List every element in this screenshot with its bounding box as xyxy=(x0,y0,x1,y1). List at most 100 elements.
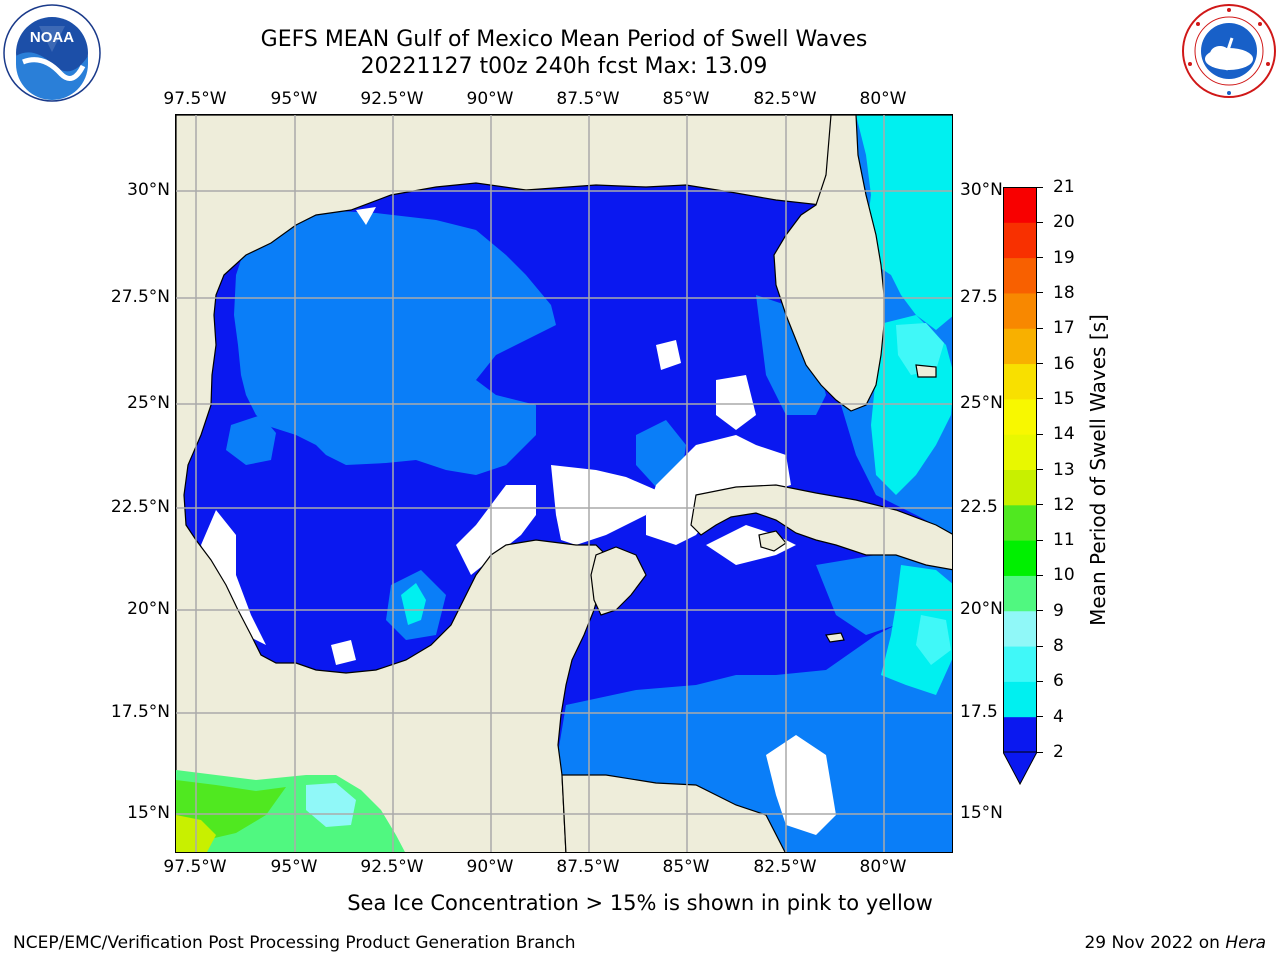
colorbar-bin xyxy=(1003,222,1037,259)
colorbar-tick: 16 xyxy=(1053,353,1075,374)
map-panel xyxy=(175,114,953,853)
colorbar-tick-mark xyxy=(1037,221,1043,223)
colorbar-label: Mean Period of Swell Waves [s] xyxy=(1086,314,1110,626)
lat-tick-left: 27.5°N xyxy=(110,287,170,307)
colorbar-tick: 6 xyxy=(1053,671,1064,692)
lon-tick-bottom: 90°W xyxy=(466,857,514,877)
land-masses xyxy=(176,115,952,852)
colorbar-tick-mark xyxy=(1037,610,1043,612)
colorbar-tick: 15 xyxy=(1053,388,1075,409)
colorbar-tick-mark xyxy=(1037,363,1043,365)
lon-tick-top: 92.5°W xyxy=(360,89,424,109)
colorbar-tick: 19 xyxy=(1053,247,1075,268)
lon-tick-bottom: 97.5°W xyxy=(163,857,227,877)
swell-period-map xyxy=(176,115,952,852)
graticule xyxy=(176,115,952,852)
colorbar-outline xyxy=(1003,187,1037,753)
colorbar-bin xyxy=(1003,292,1037,329)
lat-tick-left: 15°N xyxy=(127,803,170,823)
lon-tick-top: 90°W xyxy=(466,89,514,109)
colorbar-tick-mark xyxy=(1037,751,1043,753)
sea-ice-note: Sea Ice Concentration > 15% is shown in … xyxy=(0,891,1280,915)
lat-tick-right: 15°N xyxy=(960,803,1003,823)
colorbar-tick-mark xyxy=(1037,680,1043,682)
lon-tick-bottom: 95°W xyxy=(270,857,318,877)
colorbar-tick-mark xyxy=(1037,433,1043,435)
lon-tick-top: 97.5°W xyxy=(163,89,227,109)
host-name: Hera xyxy=(1225,933,1266,953)
colorbar-tick-mark xyxy=(1037,186,1043,188)
colorbar-tick-mark xyxy=(1037,398,1043,400)
lat-tick-right: 20°N xyxy=(960,599,1003,619)
lon-tick-bottom: 80°W xyxy=(859,857,907,877)
colorbar-tick-mark xyxy=(1037,469,1043,470)
lon-tick-bottom: 85°W xyxy=(662,857,710,877)
colorbar-bin xyxy=(1003,328,1037,365)
noaa-logo: NOAA xyxy=(3,4,101,102)
colorbar-tick: 11 xyxy=(1053,530,1075,551)
colorbar-bin xyxy=(1003,434,1037,470)
colorbar-tick-mark xyxy=(1037,327,1043,329)
lat-tick-left: 25°N xyxy=(127,393,170,413)
colorbar-bin xyxy=(1003,363,1037,400)
lat-tick-right: 25°N xyxy=(960,393,1003,413)
colorbar-tick-mark xyxy=(1037,257,1043,259)
colorbar-bin xyxy=(1003,257,1037,294)
colorbar-tick: 9 xyxy=(1053,600,1064,621)
run-date: 29 Nov 2022 on Hera xyxy=(1084,933,1266,953)
colorbar-tick-mark xyxy=(1037,504,1043,506)
colorbar-bin xyxy=(1003,540,1037,576)
chart-title: GEFS MEAN Gulf of Mexico Mean Period of … xyxy=(260,27,868,52)
lon-tick-bottom: 82.5°W xyxy=(753,857,817,877)
lon-tick-top: 85°W xyxy=(662,89,710,109)
lat-tick-right: 22.5 xyxy=(960,497,998,517)
colorbar-bin xyxy=(1003,187,1037,223)
colorbar-tick: 4 xyxy=(1053,706,1064,727)
credit-text: NCEP/EMC/Verification Post Processing Pr… xyxy=(13,933,576,953)
colorbar-tick-mark xyxy=(1037,645,1043,647)
lon-tick-top: 87.5°W xyxy=(556,89,620,109)
colorbar-tick: 2 xyxy=(1053,742,1064,762)
nws-logo xyxy=(1180,4,1278,98)
colorbar-tick-mark xyxy=(1037,716,1043,718)
colorbar-bin xyxy=(1003,646,1037,682)
svg-text:NOAA: NOAA xyxy=(30,29,74,46)
lon-tick-top: 80°W xyxy=(859,89,907,109)
lon-tick-bottom: 92.5°W xyxy=(360,857,424,877)
colorbar xyxy=(1002,187,1038,787)
colorbar-tick: 20 xyxy=(1053,212,1075,233)
colorbar-bin xyxy=(1003,398,1037,435)
colorbar-bin xyxy=(1003,610,1037,647)
pacific-field xyxy=(176,770,405,852)
colorbar-bin xyxy=(1003,716,1037,753)
sea-ice-note-text: Sea Ice Concentration > 15% is shown in … xyxy=(347,891,933,915)
colorbar-extend-arrow xyxy=(1002,751,1038,786)
colorbar-bin xyxy=(1003,469,1037,506)
lat-tick-right: 30°N xyxy=(960,180,1003,200)
lat-tick-left: 20°N xyxy=(127,599,170,619)
colorbar-tick: 8 xyxy=(1053,636,1064,657)
field-8-9s xyxy=(896,323,951,665)
colorbar-tick: 14 xyxy=(1053,424,1075,445)
lat-tick-left: 22.5°N xyxy=(110,497,170,517)
lat-tick-right: 27.5 xyxy=(960,287,998,307)
lat-tick-right: 17.5 xyxy=(960,702,998,722)
colorbar-tick: 13 xyxy=(1053,459,1075,480)
colorbar-tick-mark xyxy=(1037,539,1043,541)
colorbar-tick: 18 xyxy=(1053,282,1075,303)
colorbar-tick: 17 xyxy=(1053,318,1075,339)
lat-tick-left: 30°N xyxy=(127,180,170,200)
colorbar-tick: 21 xyxy=(1053,177,1075,197)
run-date-text: 29 Nov 2022 on xyxy=(1084,933,1226,953)
lon-tick-top: 82.5°W xyxy=(753,89,817,109)
colorbar-swatches xyxy=(1002,187,1038,786)
colorbar-tick: 10 xyxy=(1053,565,1075,586)
colorbar-tick: 12 xyxy=(1053,494,1075,515)
colorbar-bin xyxy=(1003,575,1037,612)
lat-tick-left: 17.5°N xyxy=(110,702,170,722)
colorbar-tick-mark xyxy=(1037,574,1043,576)
lon-tick-bottom: 87.5°W xyxy=(556,857,620,877)
colorbar-tick-mark xyxy=(1037,292,1043,294)
colorbar-bin xyxy=(1003,681,1037,718)
chart-subtitle: 20221127 t00z 240h fcst Max: 13.09 xyxy=(360,54,768,79)
